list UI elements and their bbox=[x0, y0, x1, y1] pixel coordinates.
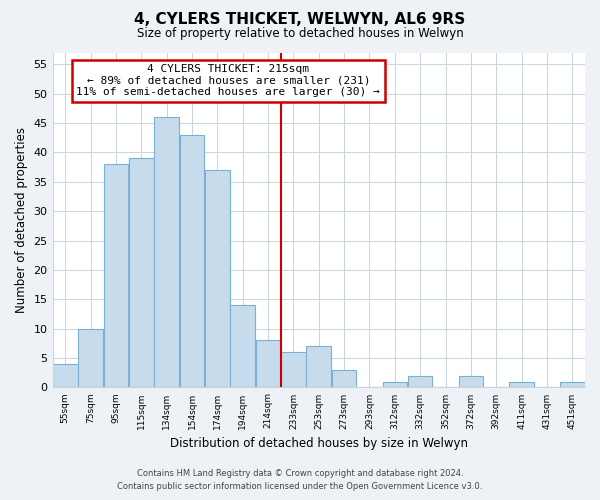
Bar bbox=[332, 370, 356, 388]
X-axis label: Distribution of detached houses by size in Welwyn: Distribution of detached houses by size … bbox=[170, 437, 468, 450]
Bar bbox=[179, 135, 204, 388]
Text: Size of property relative to detached houses in Welwyn: Size of property relative to detached ho… bbox=[137, 28, 463, 40]
Bar bbox=[154, 117, 179, 388]
Y-axis label: Number of detached properties: Number of detached properties bbox=[15, 127, 28, 313]
Bar bbox=[205, 170, 230, 388]
Bar bbox=[53, 364, 77, 388]
Bar bbox=[307, 346, 331, 388]
Bar bbox=[78, 328, 103, 388]
Bar bbox=[408, 376, 433, 388]
Text: Contains HM Land Registry data © Crown copyright and database right 2024.
Contai: Contains HM Land Registry data © Crown c… bbox=[118, 470, 482, 491]
Bar bbox=[256, 340, 280, 388]
Bar bbox=[129, 158, 154, 388]
Text: 4, CYLERS THICKET, WELWYN, AL6 9RS: 4, CYLERS THICKET, WELWYN, AL6 9RS bbox=[134, 12, 466, 28]
Bar bbox=[281, 352, 306, 388]
Bar bbox=[458, 376, 483, 388]
Bar bbox=[383, 382, 407, 388]
Bar bbox=[560, 382, 584, 388]
Text: 4 CYLERS THICKET: 215sqm
← 89% of detached houses are smaller (231)
11% of semi-: 4 CYLERS THICKET: 215sqm ← 89% of detach… bbox=[76, 64, 380, 98]
Bar bbox=[230, 305, 255, 388]
Bar bbox=[104, 164, 128, 388]
Bar bbox=[509, 382, 534, 388]
